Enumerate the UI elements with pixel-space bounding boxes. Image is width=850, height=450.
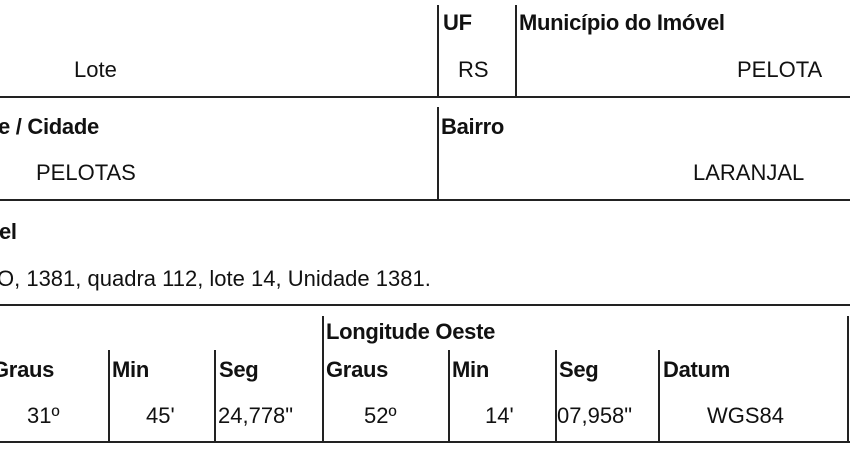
uf-label: UF (443, 10, 472, 35)
header-min-lon: Min (452, 357, 489, 382)
cidade-label: e / Cidade (0, 114, 99, 139)
cidade-value: PELOTAS (36, 160, 136, 185)
value-graus-lat: 31º (27, 403, 60, 428)
divider (555, 350, 557, 442)
value-min-lat: 45' (146, 403, 175, 428)
bairro-label: Bairro (441, 114, 504, 139)
divider (437, 5, 439, 97)
municipio-value: PELOTA (737, 57, 823, 82)
uf-value: RS (458, 57, 489, 82)
divider (0, 199, 850, 201)
header-graus-lon: Graus (326, 357, 389, 382)
value-seg-lat: 24,778" (218, 403, 294, 428)
lote-value: Lote (74, 57, 117, 82)
divider (322, 316, 324, 442)
divider (214, 350, 216, 442)
divider (448, 350, 450, 442)
header-graus-lat: Graus (0, 357, 55, 382)
divider (437, 107, 439, 200)
header-min-lat: Min (112, 357, 149, 382)
bairro-value: LARANJAL (693, 160, 805, 185)
header-seg-lat: Seg (219, 357, 259, 382)
divider (515, 5, 517, 97)
endereco-value: O, 1381, quadra 112, lote 14, Unidade 13… (0, 266, 431, 291)
endereco-label: el (0, 219, 17, 244)
divider (0, 441, 850, 443)
value-graus-lon: 52º (364, 403, 397, 428)
header-datum: Datum (663, 357, 730, 382)
divider (658, 350, 660, 442)
header-seg-lon: Seg (559, 357, 599, 382)
value-seg-lon: 07,958" (557, 403, 633, 428)
divider (108, 350, 110, 442)
divider (0, 96, 850, 98)
value-min-lon: 14' (485, 403, 514, 428)
municipio-label: Município do Imóvel (519, 10, 725, 35)
divider (847, 316, 849, 442)
divider (0, 304, 850, 306)
longitude-label: Longitude Oeste (326, 319, 496, 344)
value-datum: WGS84 (707, 403, 785, 428)
